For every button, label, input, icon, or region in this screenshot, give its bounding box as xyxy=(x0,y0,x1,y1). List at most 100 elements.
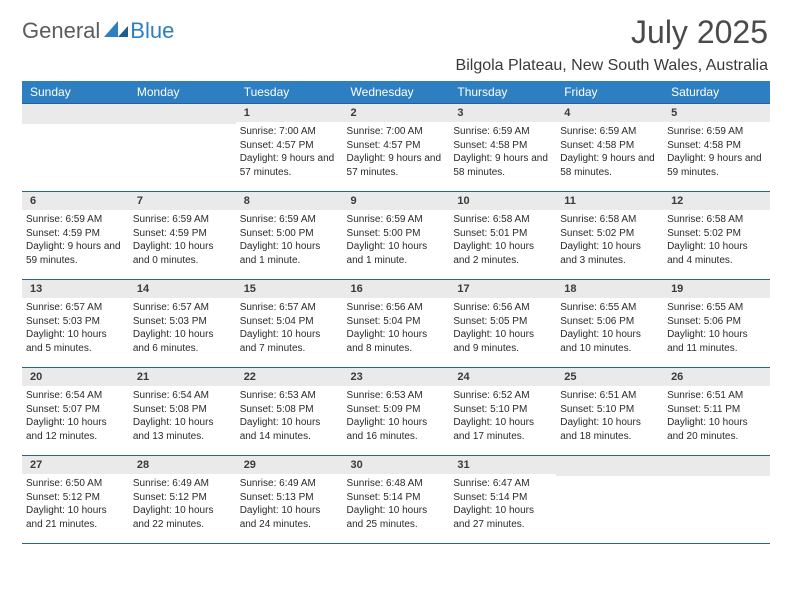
day-number: 24 xyxy=(449,368,556,386)
calendar-day-cell: 29Sunrise: 6:49 AMSunset: 5:13 PMDayligh… xyxy=(236,456,343,544)
day-number xyxy=(22,104,129,124)
weekday-header: Wednesday xyxy=(343,81,450,104)
sunrise-text: Sunrise: 6:56 AM xyxy=(453,301,548,315)
weekday-header: Thursday xyxy=(449,81,556,104)
day-number: 3 xyxy=(449,104,556,122)
sunset-text: Sunset: 4:58 PM xyxy=(453,139,548,153)
sunrise-text: Sunrise: 6:48 AM xyxy=(347,477,442,491)
day-number: 26 xyxy=(663,368,770,386)
daylight-text: Daylight: 10 hours and 21 minutes. xyxy=(26,504,121,531)
calendar-day-cell: 9Sunrise: 6:59 AMSunset: 5:00 PMDaylight… xyxy=(343,192,450,280)
day-number: 18 xyxy=(556,280,663,298)
daylight-text: Daylight: 10 hours and 24 minutes. xyxy=(240,504,335,531)
day-number: 7 xyxy=(129,192,236,210)
day-detail: Sunrise: 6:52 AMSunset: 5:10 PMDaylight:… xyxy=(449,386,556,446)
sunrise-text: Sunrise: 6:51 AM xyxy=(667,389,762,403)
sunset-text: Sunset: 5:08 PM xyxy=(133,403,228,417)
day-detail: Sunrise: 6:56 AMSunset: 5:05 PMDaylight:… xyxy=(449,298,556,358)
calendar-week-row: 13Sunrise: 6:57 AMSunset: 5:03 PMDayligh… xyxy=(22,280,770,368)
calendar-day-cell: 13Sunrise: 6:57 AMSunset: 5:03 PMDayligh… xyxy=(22,280,129,368)
calendar-day-cell: 31Sunrise: 6:47 AMSunset: 5:14 PMDayligh… xyxy=(449,456,556,544)
sunset-text: Sunset: 5:12 PM xyxy=(26,491,121,505)
day-number: 27 xyxy=(22,456,129,474)
day-detail: Sunrise: 6:59 AMSunset: 4:58 PMDaylight:… xyxy=(449,122,556,182)
day-detail: Sunrise: 6:57 AMSunset: 5:03 PMDaylight:… xyxy=(22,298,129,358)
location-subtitle: Bilgola Plateau, New South Wales, Austra… xyxy=(456,57,768,75)
sunset-text: Sunset: 5:04 PM xyxy=(240,315,335,329)
calendar-day-cell: 3Sunrise: 6:59 AMSunset: 4:58 PMDaylight… xyxy=(449,104,556,192)
day-number: 9 xyxy=(343,192,450,210)
day-number: 11 xyxy=(556,192,663,210)
day-number: 30 xyxy=(343,456,450,474)
day-detail: Sunrise: 6:59 AMSunset: 4:58 PMDaylight:… xyxy=(556,122,663,182)
calendar-day-cell: 30Sunrise: 6:48 AMSunset: 5:14 PMDayligh… xyxy=(343,456,450,544)
sunset-text: Sunset: 5:13 PM xyxy=(240,491,335,505)
sunset-text: Sunset: 5:03 PM xyxy=(26,315,121,329)
day-number: 19 xyxy=(663,280,770,298)
sunrise-text: Sunrise: 6:57 AM xyxy=(240,301,335,315)
sunset-text: Sunset: 4:57 PM xyxy=(240,139,335,153)
daylight-text: Daylight: 10 hours and 27 minutes. xyxy=(453,504,548,531)
calendar-week-row: 27Sunrise: 6:50 AMSunset: 5:12 PMDayligh… xyxy=(22,456,770,544)
sunrise-text: Sunrise: 6:59 AM xyxy=(453,125,548,139)
day-number: 23 xyxy=(343,368,450,386)
day-detail: Sunrise: 6:54 AMSunset: 5:08 PMDaylight:… xyxy=(129,386,236,446)
sunrise-text: Sunrise: 6:51 AM xyxy=(560,389,655,403)
sunset-text: Sunset: 5:00 PM xyxy=(240,227,335,241)
calendar-day-cell: 22Sunrise: 6:53 AMSunset: 5:08 PMDayligh… xyxy=(236,368,343,456)
sunrise-text: Sunrise: 6:59 AM xyxy=(240,213,335,227)
weekday-header: Monday xyxy=(129,81,236,104)
day-number: 1 xyxy=(236,104,343,122)
day-number: 28 xyxy=(129,456,236,474)
day-detail: Sunrise: 6:57 AMSunset: 5:03 PMDaylight:… xyxy=(129,298,236,358)
day-number: 20 xyxy=(22,368,129,386)
daylight-text: Daylight: 10 hours and 5 minutes. xyxy=(26,328,121,355)
day-number: 15 xyxy=(236,280,343,298)
sunset-text: Sunset: 5:14 PM xyxy=(453,491,548,505)
daylight-text: Daylight: 10 hours and 6 minutes. xyxy=(133,328,228,355)
daylight-text: Daylight: 10 hours and 12 minutes. xyxy=(26,416,121,443)
day-number: 14 xyxy=(129,280,236,298)
title-block: July 2025 Bilgola Plateau, New South Wal… xyxy=(456,14,770,81)
sunrise-text: Sunrise: 6:59 AM xyxy=(133,213,228,227)
sunset-text: Sunset: 5:09 PM xyxy=(347,403,442,417)
calendar-day-cell: 16Sunrise: 6:56 AMSunset: 5:04 PMDayligh… xyxy=(343,280,450,368)
daylight-text: Daylight: 9 hours and 59 minutes. xyxy=(26,240,121,267)
day-number: 29 xyxy=(236,456,343,474)
calendar-week-row: 6Sunrise: 6:59 AMSunset: 4:59 PMDaylight… xyxy=(22,192,770,280)
day-detail: Sunrise: 6:48 AMSunset: 5:14 PMDaylight:… xyxy=(343,474,450,534)
day-detail: Sunrise: 6:50 AMSunset: 5:12 PMDaylight:… xyxy=(22,474,129,534)
sunset-text: Sunset: 4:59 PM xyxy=(26,227,121,241)
sunrise-text: Sunrise: 6:50 AM xyxy=(26,477,121,491)
day-number: 22 xyxy=(236,368,343,386)
sunrise-text: Sunrise: 6:59 AM xyxy=(347,213,442,227)
daylight-text: Daylight: 10 hours and 17 minutes. xyxy=(453,416,548,443)
calendar-day-cell xyxy=(556,456,663,544)
weekday-header: Sunday xyxy=(22,81,129,104)
sunrise-text: Sunrise: 6:55 AM xyxy=(560,301,655,315)
sunset-text: Sunset: 5:02 PM xyxy=(667,227,762,241)
calendar-day-cell: 23Sunrise: 6:53 AMSunset: 5:09 PMDayligh… xyxy=(343,368,450,456)
sunrise-text: Sunrise: 6:58 AM xyxy=(667,213,762,227)
weekday-header: Friday xyxy=(556,81,663,104)
sunset-text: Sunset: 4:58 PM xyxy=(667,139,762,153)
daylight-text: Daylight: 10 hours and 16 minutes. xyxy=(347,416,442,443)
day-number: 4 xyxy=(556,104,663,122)
day-detail: Sunrise: 6:51 AMSunset: 5:10 PMDaylight:… xyxy=(556,386,663,446)
day-detail: Sunrise: 6:54 AMSunset: 5:07 PMDaylight:… xyxy=(22,386,129,446)
day-number: 16 xyxy=(343,280,450,298)
day-detail: Sunrise: 6:57 AMSunset: 5:04 PMDaylight:… xyxy=(236,298,343,358)
calendar-day-cell: 11Sunrise: 6:58 AMSunset: 5:02 PMDayligh… xyxy=(556,192,663,280)
sunset-text: Sunset: 5:07 PM xyxy=(26,403,121,417)
sunrise-text: Sunrise: 6:55 AM xyxy=(667,301,762,315)
day-number: 31 xyxy=(449,456,556,474)
daylight-text: Daylight: 10 hours and 0 minutes. xyxy=(133,240,228,267)
day-detail: Sunrise: 6:49 AMSunset: 5:13 PMDaylight:… xyxy=(236,474,343,534)
day-detail: Sunrise: 6:58 AMSunset: 5:02 PMDaylight:… xyxy=(556,210,663,270)
logo-text-general: General xyxy=(22,18,100,44)
day-number: 13 xyxy=(22,280,129,298)
day-detail: Sunrise: 6:58 AMSunset: 5:01 PMDaylight:… xyxy=(449,210,556,270)
calendar-day-cell: 2Sunrise: 7:00 AMSunset: 4:57 PMDaylight… xyxy=(343,104,450,192)
calendar-day-cell: 21Sunrise: 6:54 AMSunset: 5:08 PMDayligh… xyxy=(129,368,236,456)
header: General Blue July 2025 Bilgola Plateau, … xyxy=(22,14,770,81)
